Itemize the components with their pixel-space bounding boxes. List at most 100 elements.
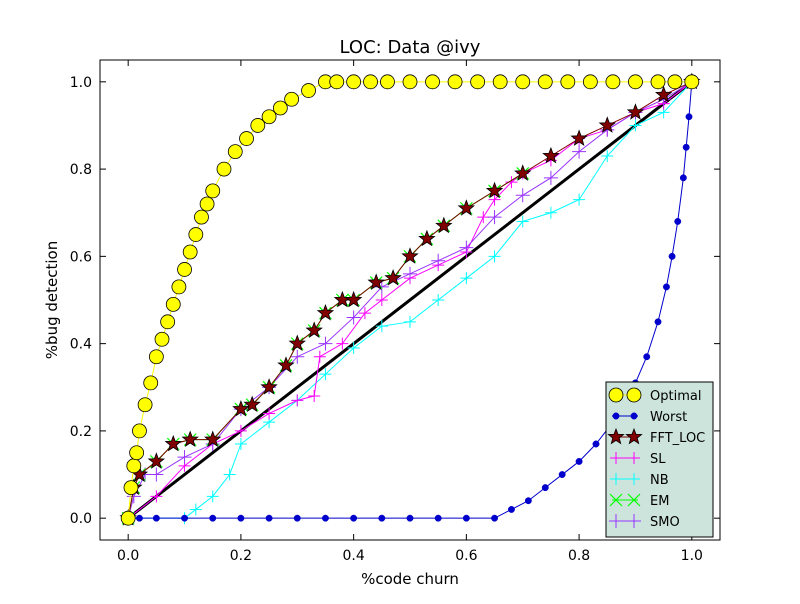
x-tick-label: 1.0 (681, 548, 703, 564)
data-point-optimal (160, 314, 176, 330)
data-point-worst (668, 252, 676, 260)
data-point-nb (206, 490, 219, 503)
legend-marker-worst (612, 412, 620, 420)
data-point-worst (293, 514, 301, 522)
data-point-optimal (129, 445, 145, 461)
legend-label-smo: SMO (650, 515, 680, 530)
data-point-worst (663, 283, 670, 291)
data-point-nb (573, 193, 586, 206)
data-point-nb (629, 119, 642, 132)
data-point-optimal (560, 74, 576, 90)
data-point-optimal (684, 74, 700, 90)
data-point-worst (679, 174, 687, 182)
legend-item-nb: NB (610, 473, 669, 488)
legend-item-fft-loc: FFT_LOC (607, 427, 705, 446)
data-point-worst (524, 497, 532, 505)
data-point-nb (375, 320, 388, 333)
data-point-optimal (126, 458, 142, 474)
legend-marker-fft-loc (607, 427, 625, 445)
data-point-sl (375, 294, 388, 306)
data-point-fft-loc (570, 129, 588, 146)
data-point-smo (543, 170, 558, 185)
data-point-optimal (188, 227, 204, 242)
data-point-worst (674, 218, 682, 225)
data-point-smo (459, 240, 474, 255)
data-point-optimal (515, 74, 531, 90)
data-point-smo (515, 188, 530, 203)
x-tick-label: 0.0 (117, 548, 139, 564)
data-point-optimal (537, 74, 553, 90)
data-point-worst (685, 113, 693, 121)
legend-marker-nb (628, 473, 640, 485)
data-point-optimal (123, 480, 139, 496)
data-point-optimal (301, 83, 316, 98)
legend-item-smo: SMO (609, 514, 680, 530)
data-point-fft-loc (288, 334, 306, 352)
data-point-optimal (402, 74, 418, 90)
legend-marker-nb (610, 473, 622, 485)
legend-label-worst: Worst (650, 410, 687, 425)
legend-marker-smo (627, 514, 641, 528)
legend-label-fft-loc: FFT_LOC (650, 431, 705, 446)
data-point-optimal (380, 74, 395, 90)
data-point-worst (491, 514, 498, 522)
data-point-sl (313, 350, 326, 363)
data-point-worst (682, 143, 690, 151)
data-point-optimal (227, 144, 243, 160)
data-point-smo (572, 144, 587, 159)
chart-title: LOC: Data @ivy (340, 37, 481, 58)
data-point-worst (541, 484, 549, 492)
legend-marker-em (609, 493, 623, 507)
data-point-nb (347, 342, 360, 354)
data-point-worst (322, 514, 329, 522)
legend-marker-em (627, 493, 641, 507)
data-point-optimal (272, 100, 288, 116)
data-point-fft-loc (147, 452, 166, 469)
x-axis-label: %code churn (361, 570, 459, 588)
series-line-diagonal (127, 80, 693, 520)
data-point-nb (516, 215, 529, 228)
data-point-optimal (470, 74, 486, 90)
legend-item-em: EM (609, 493, 669, 509)
y-tick-label: 1.0 (70, 75, 92, 91)
data-point-sl (505, 176, 518, 189)
data-point-worst (643, 353, 651, 361)
data-point-fft-loc (204, 430, 222, 448)
legend-marker-smo (609, 514, 623, 528)
data-point-fft-loc (485, 181, 504, 199)
series-diagonal (127, 80, 693, 520)
data-point-optimal (137, 397, 153, 413)
legend-marker-optimal (626, 387, 642, 403)
data-point-optimal (346, 74, 362, 90)
data-point-worst (462, 514, 470, 522)
y-tick-label: 0.8 (70, 162, 92, 178)
legend-marker-optimal (608, 387, 624, 403)
data-point-smo (487, 210, 502, 225)
data-point-fft-loc (277, 356, 295, 373)
y-tick-label: 0.4 (70, 337, 92, 353)
data-point-smo (290, 349, 305, 364)
data-point-optimal (199, 196, 215, 212)
data-point-optimal (194, 209, 209, 225)
data-point-worst (152, 514, 160, 522)
data-point-smo (177, 450, 192, 465)
data-point-nb (460, 272, 473, 285)
data-point-fft-loc (626, 103, 645, 120)
legend-item-sl: SL (610, 452, 666, 467)
data-point-worst (350, 514, 358, 522)
data-point-smo (431, 253, 446, 268)
data-point-optimal (165, 296, 181, 312)
data-point-optimal (363, 74, 378, 90)
legend-label-nb: NB (650, 473, 669, 488)
data-point-nb (189, 503, 202, 516)
data-point-fft-loc (384, 269, 402, 286)
y-tick-label: 0.0 (70, 511, 92, 527)
legend-marker-sl (628, 452, 640, 464)
data-point-optimal (171, 279, 187, 295)
data-point-sl (234, 424, 247, 437)
data-point-nb (319, 368, 332, 381)
data-point-worst (592, 440, 600, 448)
data-point-sl (308, 390, 321, 402)
data-point-worst (378, 514, 386, 522)
data-point-fft-loc (164, 434, 182, 452)
